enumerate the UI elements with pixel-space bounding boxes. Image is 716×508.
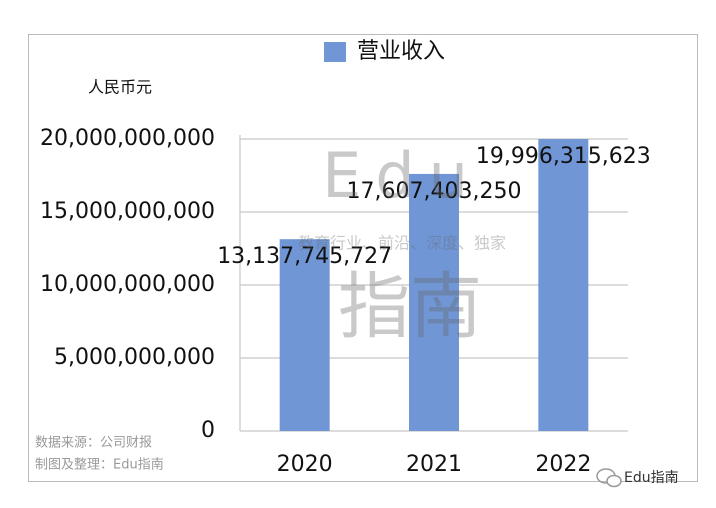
watermark: Edu 教育行业、前沿、深度、独家 指南 [298,139,506,348]
legend-label: 营业收入 [357,39,445,64]
bar [279,239,330,431]
value-label: 13,137,745,727 [217,244,392,269]
account-badge: Edu指南 [596,468,679,488]
watermark-tagline: 教育行业、前沿、深度、独家 [298,234,506,253]
watermark-brand: Edu [322,139,482,212]
bar [409,173,459,431]
value-label: 19,996,315,623 [476,144,651,169]
watermark-name: 指南 [338,265,482,349]
y-tick-label: 20,000,000,000 [40,126,215,151]
x-tick-label: 2021 [406,452,462,477]
y-tick-label: 5,000,000,000 [54,345,215,370]
account-name: Edu指南 [624,470,679,486]
y-tick-label: 0 [201,418,215,443]
source-note: 数据来源：公司财报 [35,436,152,451]
y-tick-label: 10,000,000,000 [40,272,215,297]
x-tick-label: 2020 [277,452,333,477]
value-label: 17,607,403,250 [347,179,522,204]
x-tick-label: 2022 [535,452,591,477]
legend-swatch [324,42,346,62]
account-icon [606,474,622,488]
bar [538,139,589,432]
y-tick-label: 15,000,000,000 [40,199,215,224]
y-axis-label: 人民币元 [88,78,152,97]
source-note: 制图及整理：Edu指南 [35,457,164,473]
